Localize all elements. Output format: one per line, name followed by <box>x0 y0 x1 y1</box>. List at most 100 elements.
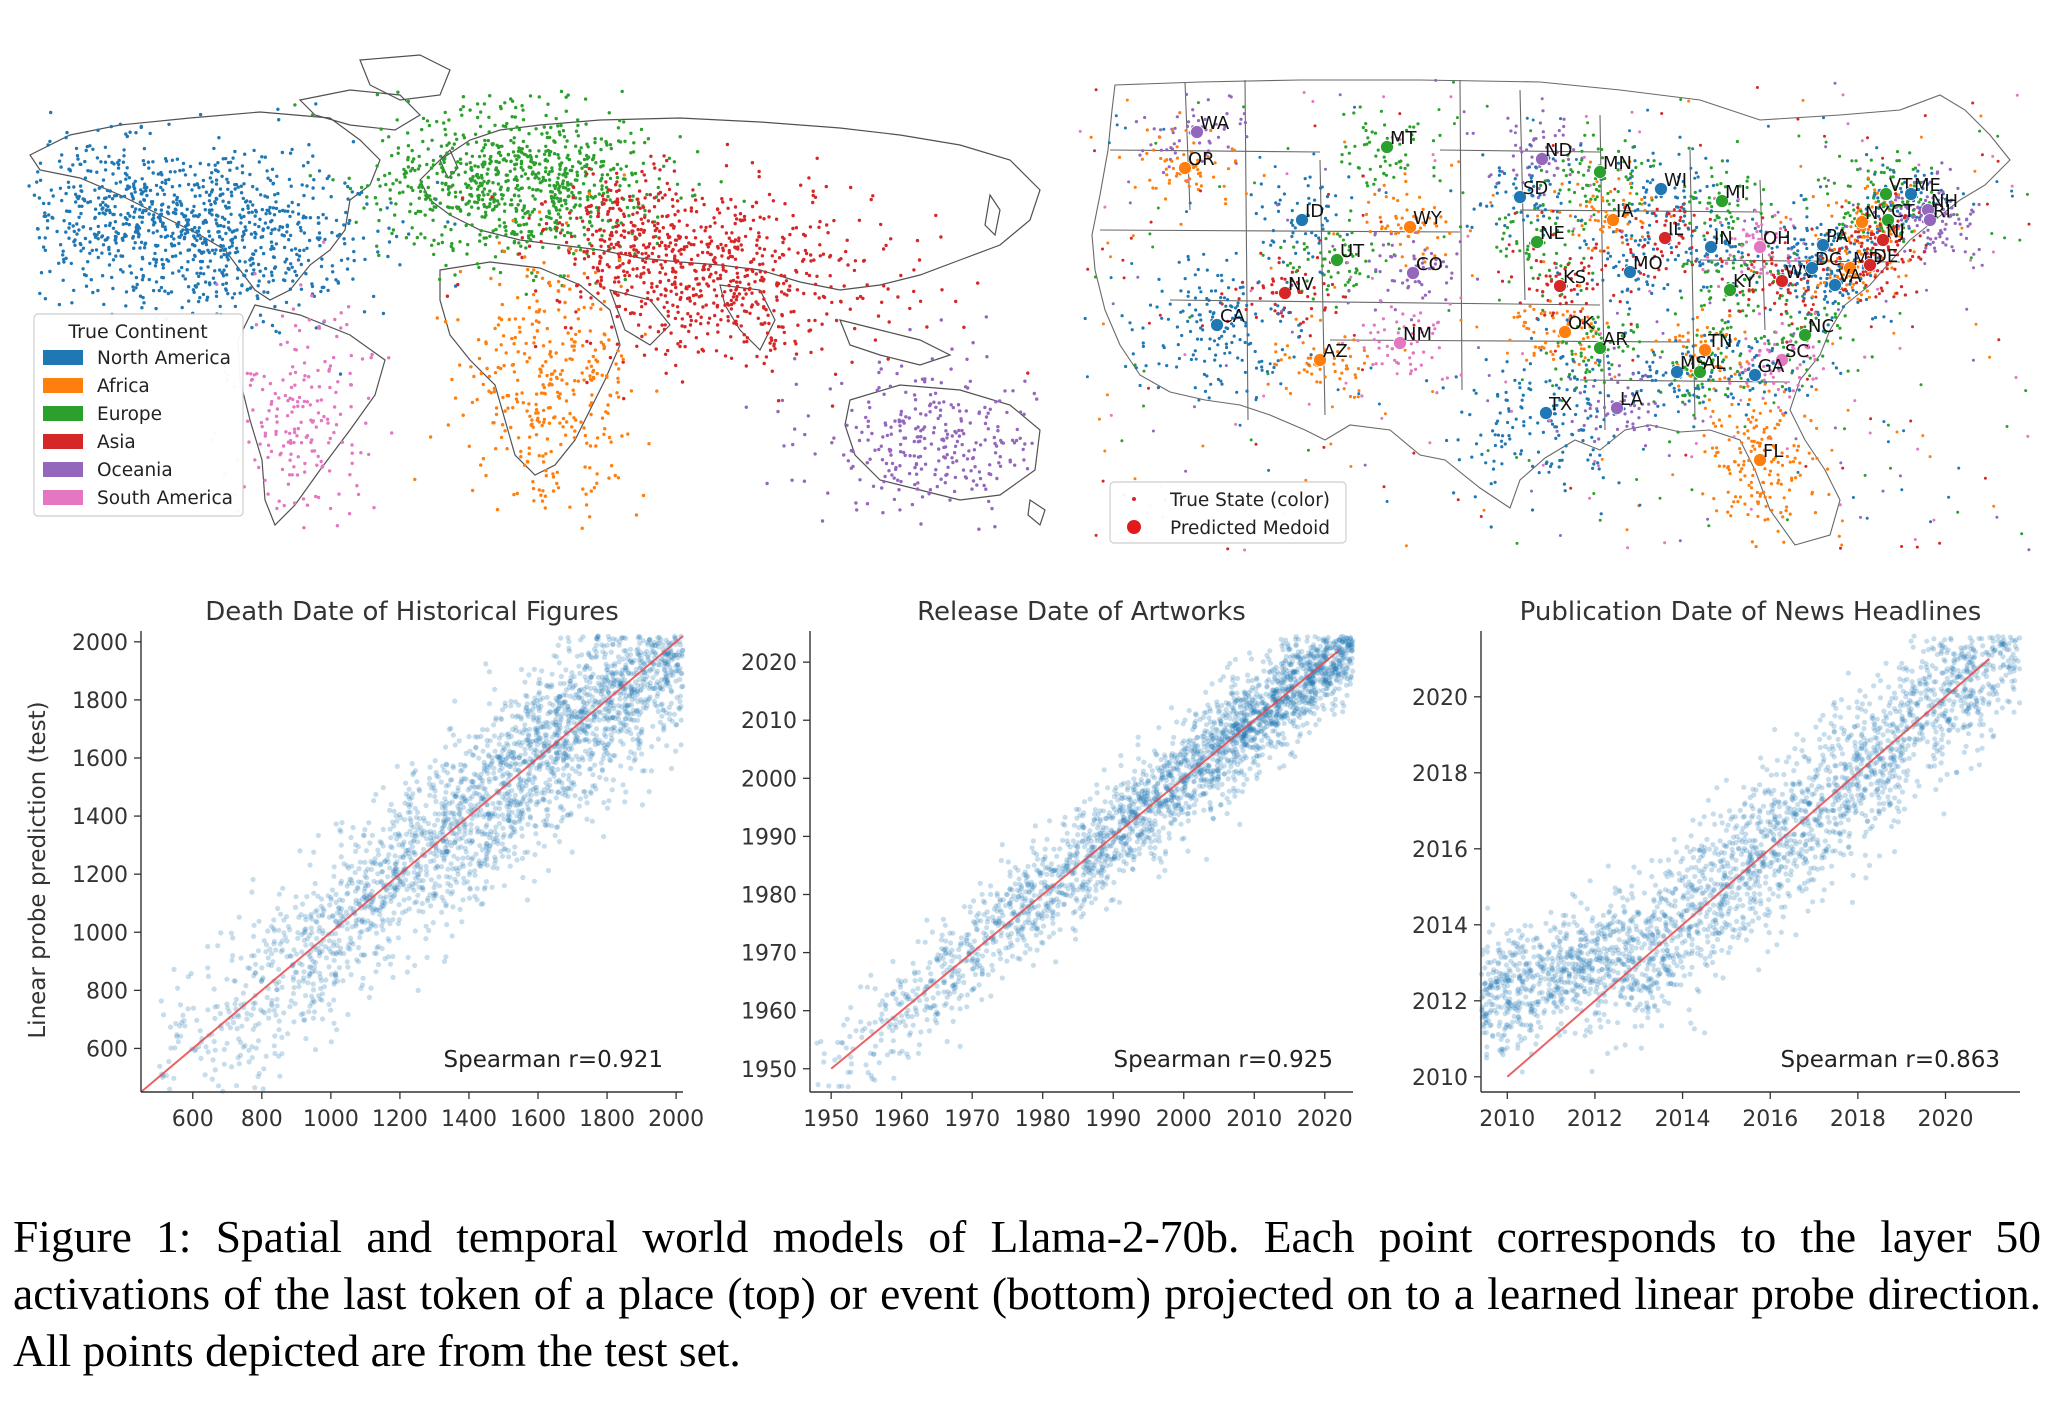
world-point <box>406 165 411 169</box>
world-point <box>683 208 687 212</box>
world-point <box>1018 410 1023 414</box>
world-point <box>639 127 644 132</box>
world-point <box>714 349 719 353</box>
world-point <box>825 223 829 227</box>
world-point <box>97 186 102 190</box>
world-point <box>541 460 546 464</box>
world-point <box>214 178 219 182</box>
world-point <box>528 213 532 217</box>
world-point <box>140 220 144 224</box>
world-point <box>139 188 143 192</box>
world-point <box>787 247 791 251</box>
world-point <box>622 173 626 177</box>
world-point <box>780 325 784 329</box>
us-point <box>1977 247 1981 252</box>
world-point <box>552 139 556 143</box>
world-point <box>153 264 158 268</box>
world-point <box>169 290 174 294</box>
world-point <box>318 244 322 248</box>
world-point <box>762 217 766 221</box>
world-point <box>133 179 137 183</box>
world-point <box>500 423 505 427</box>
world-point <box>913 398 918 402</box>
world-point <box>527 229 531 234</box>
world-point <box>865 283 869 287</box>
world-point <box>615 265 619 270</box>
world-point <box>239 184 243 188</box>
us-point <box>1587 165 1591 169</box>
world-point <box>375 244 379 248</box>
world-point <box>867 400 871 404</box>
world-point <box>512 342 516 346</box>
world-point <box>328 385 332 390</box>
world-point <box>250 257 255 261</box>
world-point <box>258 217 262 221</box>
world-point <box>183 277 187 281</box>
world-point <box>719 318 723 322</box>
world-point <box>275 506 279 511</box>
world-point <box>284 300 289 305</box>
world-point <box>996 429 1000 433</box>
world-point <box>563 300 567 305</box>
us-point <box>1695 225 1699 229</box>
world-point <box>976 281 980 285</box>
us-point <box>1553 159 1558 163</box>
world-point <box>568 211 572 215</box>
world-point <box>632 205 636 210</box>
us-point <box>1534 137 1538 141</box>
world-point <box>334 390 338 395</box>
us-point <box>1865 153 1869 157</box>
us-point <box>1596 209 1600 214</box>
world-point <box>297 395 302 400</box>
world-point <box>583 433 588 438</box>
world-point <box>897 488 901 492</box>
world-point <box>266 290 270 295</box>
world-point <box>210 180 214 184</box>
us-point <box>1212 175 1216 179</box>
world-point <box>716 330 720 334</box>
world-point <box>427 123 432 128</box>
world-point <box>988 463 992 467</box>
world-point <box>959 419 964 423</box>
world-point <box>738 218 742 222</box>
world-point <box>216 161 220 165</box>
us-point <box>1527 165 1531 169</box>
us-point <box>1858 235 1862 239</box>
us-point <box>1720 260 1724 264</box>
world-point <box>226 226 231 230</box>
world-point <box>277 396 281 400</box>
us-point <box>1444 253 1448 257</box>
world-point <box>151 216 156 220</box>
world-point <box>289 441 293 445</box>
world-point <box>855 296 860 301</box>
world-point <box>553 369 557 373</box>
us-point <box>1930 171 1934 175</box>
world-point <box>832 218 836 223</box>
world-point <box>67 236 71 240</box>
world-point <box>411 188 415 193</box>
world-point <box>879 367 883 371</box>
world-point <box>671 303 675 307</box>
world-point <box>740 248 744 252</box>
world-point <box>239 221 243 225</box>
world-point <box>984 487 988 491</box>
world-point <box>177 220 181 225</box>
us-point <box>1192 141 1196 145</box>
world-point <box>145 193 149 198</box>
world-point <box>209 202 213 207</box>
world-point <box>666 348 670 353</box>
world-point <box>494 406 499 410</box>
us-point <box>1223 125 1227 129</box>
us-point <box>1328 250 1332 254</box>
world-point <box>396 151 400 155</box>
world-point <box>590 244 594 248</box>
world-point <box>880 300 884 304</box>
us-point <box>1320 264 1324 268</box>
world-point <box>287 473 292 477</box>
us-point <box>1527 173 1532 177</box>
world-point <box>756 302 760 306</box>
world-point <box>192 253 197 258</box>
world-point <box>573 257 577 261</box>
world-point <box>406 184 410 188</box>
world-point <box>767 192 772 197</box>
